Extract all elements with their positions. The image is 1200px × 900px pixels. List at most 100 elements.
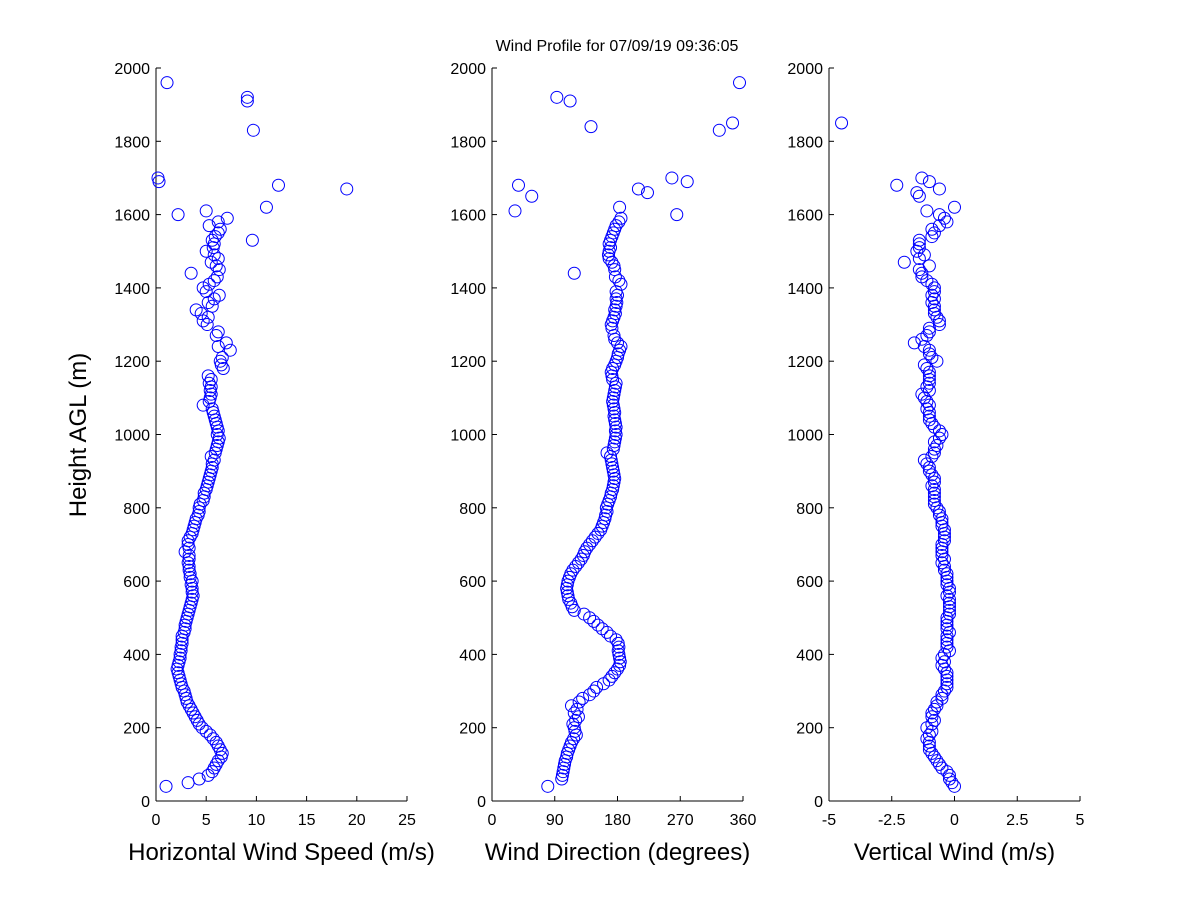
- data-point: [942, 607, 956, 621]
- data-point: [574, 552, 588, 566]
- data-point: [922, 409, 936, 423]
- data-point: [940, 622, 954, 636]
- y-tick-label: 200: [796, 721, 823, 738]
- data-point: [200, 318, 214, 332]
- y-tick-label: 1800: [450, 134, 486, 151]
- data-point: [205, 299, 219, 313]
- data-point: [583, 688, 597, 702]
- data-point: [925, 479, 939, 493]
- x-tick-label: 5: [202, 812, 211, 829]
- data-point: [733, 76, 747, 90]
- data-point: [945, 776, 959, 790]
- data-point: [927, 303, 941, 317]
- data-point: [525, 189, 539, 203]
- data-point: [240, 94, 254, 108]
- data-point: [508, 204, 522, 218]
- y-tick-label: 200: [123, 721, 150, 738]
- y-tick-label: 1400: [787, 281, 823, 298]
- y-tick-label: 1000: [787, 428, 823, 445]
- data-point: [940, 629, 954, 643]
- data-point: [935, 548, 949, 562]
- x-axis-label-speed: Horizontal Wind Speed (m/s): [128, 839, 435, 866]
- data-point: [189, 303, 203, 317]
- y-tick-label: 0: [141, 794, 150, 811]
- data-point: [935, 651, 949, 665]
- data-point: [246, 123, 260, 137]
- data-point: [712, 123, 726, 137]
- data-point: [178, 622, 192, 636]
- data-point: [174, 644, 188, 658]
- data-point: [210, 270, 224, 284]
- data-point: [550, 90, 564, 104]
- data-point: [340, 182, 354, 196]
- data-point: [571, 710, 585, 724]
- data-point: [207, 453, 221, 467]
- data-point: [927, 442, 941, 456]
- data-point: [912, 241, 926, 255]
- data-point: [212, 263, 226, 277]
- data-point: [922, 464, 936, 478]
- y-tick-label: 200: [459, 721, 486, 738]
- y-tick-label: 0: [477, 794, 486, 811]
- data-point: [935, 691, 949, 705]
- data-point: [612, 274, 626, 288]
- data-point: [212, 288, 226, 302]
- x-axis-label-vertical: Vertical Wind (m/s): [854, 839, 1055, 866]
- data-point: [572, 695, 586, 709]
- x-tick-label: 0: [950, 812, 959, 829]
- data-point: [915, 171, 929, 185]
- data-point: [937, 534, 951, 548]
- y-tick-label: 1200: [787, 354, 823, 371]
- data-point: [927, 446, 941, 460]
- y-tick-label: 1800: [787, 134, 823, 151]
- data-point: [567, 732, 581, 746]
- y-tick-label: 400: [123, 647, 150, 664]
- data-point: [670, 208, 684, 222]
- data-point: [920, 732, 934, 746]
- data-point: [927, 226, 941, 240]
- data-point: [917, 358, 931, 372]
- data-point: [937, 563, 951, 577]
- data-point: [567, 266, 581, 280]
- y-tick-label: 800: [123, 501, 150, 518]
- data-point: [897, 255, 911, 269]
- y-tick-label: 1400: [450, 281, 486, 298]
- data-point: [726, 116, 740, 130]
- data-point: [920, 362, 934, 376]
- data-point: [184, 266, 198, 280]
- data-point: [922, 369, 936, 383]
- y-tick-label: 1600: [114, 208, 150, 225]
- x-tick-label: 2.5: [1006, 812, 1028, 829]
- data-point: [927, 471, 941, 485]
- data-point: [935, 428, 949, 441]
- data-point: [927, 750, 941, 764]
- data-point: [925, 222, 939, 236]
- data-point: [922, 739, 936, 753]
- data-point: [940, 669, 954, 683]
- data-point: [917, 453, 931, 467]
- data-point: [211, 325, 225, 339]
- data-point: [942, 603, 956, 617]
- data-point: [932, 219, 946, 233]
- data-point: [611, 662, 624, 676]
- data-point: [932, 318, 946, 332]
- y-tick-label: 800: [796, 501, 823, 518]
- data-point: [192, 772, 206, 786]
- x-tick-label: 270: [667, 812, 694, 829]
- data-point: [595, 622, 609, 636]
- data-point: [932, 208, 946, 222]
- data-point: [199, 724, 213, 738]
- y-tick-label: 400: [459, 647, 486, 664]
- data-point: [159, 779, 173, 793]
- data-point: [940, 578, 954, 592]
- x-axis-label-direction: Wind Direction (degrees): [485, 839, 750, 866]
- y-tick-label: 1200: [114, 354, 150, 371]
- data-point: [927, 482, 941, 496]
- data-point: [940, 677, 954, 691]
- data-point: [216, 362, 230, 376]
- data-point: [612, 215, 626, 229]
- data-point: [181, 534, 195, 548]
- data-point: [940, 680, 954, 694]
- data-point: [199, 204, 213, 218]
